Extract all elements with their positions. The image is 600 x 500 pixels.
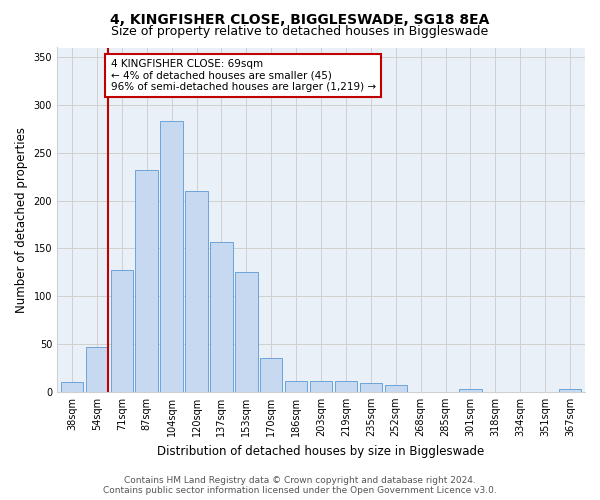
Bar [136, 170, 158, 392]
Bar [359, 383, 382, 392]
X-axis label: Distribution of detached houses by size in Biggleswade: Distribution of detached houses by size … [157, 444, 485, 458]
Bar [160, 121, 183, 392]
Bar [185, 191, 208, 392]
Bar [310, 382, 332, 392]
Bar [559, 389, 581, 392]
Bar [385, 385, 407, 392]
Bar [260, 358, 283, 392]
Bar [285, 382, 307, 392]
Bar [61, 382, 83, 392]
Bar [86, 347, 108, 392]
Text: 4 KINGFISHER CLOSE: 69sqm
← 4% of detached houses are smaller (45)
96% of semi-d: 4 KINGFISHER CLOSE: 69sqm ← 4% of detach… [110, 59, 376, 92]
Text: Size of property relative to detached houses in Biggleswade: Size of property relative to detached ho… [112, 24, 488, 38]
Bar [110, 270, 133, 392]
Bar [210, 242, 233, 392]
Y-axis label: Number of detached properties: Number of detached properties [15, 126, 28, 312]
Bar [459, 389, 482, 392]
Text: 4, KINGFISHER CLOSE, BIGGLESWADE, SG18 8EA: 4, KINGFISHER CLOSE, BIGGLESWADE, SG18 8… [110, 12, 490, 26]
Bar [335, 382, 357, 392]
Bar [235, 272, 257, 392]
Text: Contains HM Land Registry data © Crown copyright and database right 2024.
Contai: Contains HM Land Registry data © Crown c… [103, 476, 497, 495]
